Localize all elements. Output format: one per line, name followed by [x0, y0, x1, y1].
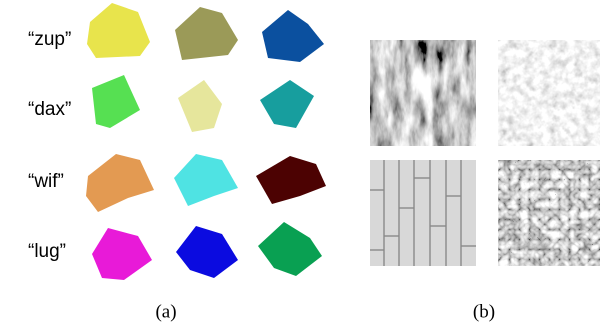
- shape: [92, 228, 152, 280]
- shape: [92, 75, 140, 128]
- shape: [260, 80, 314, 128]
- shape: [174, 154, 238, 206]
- shape: [86, 154, 154, 212]
- caption: (b): [473, 301, 495, 322]
- caption: (a): [155, 301, 176, 322]
- shape: [258, 222, 322, 276]
- word-label: “wif”: [28, 171, 64, 192]
- texture-pebbles: [498, 40, 600, 146]
- word-label: “zup”: [28, 29, 71, 50]
- shape: [262, 10, 324, 62]
- texture-cells: [498, 160, 600, 266]
- texture-bricks: [370, 160, 476, 266]
- texture-bark: [370, 40, 476, 146]
- shape: [176, 226, 238, 278]
- shape: [87, 3, 150, 58]
- shape: [175, 7, 238, 60]
- figure: “zup” “dax” “wif” “lug” (a) (b): [0, 0, 600, 327]
- word-label: “lug”: [28, 241, 66, 262]
- word-label: “dax”: [28, 99, 71, 120]
- shape: [178, 80, 222, 132]
- shape: [256, 156, 326, 204]
